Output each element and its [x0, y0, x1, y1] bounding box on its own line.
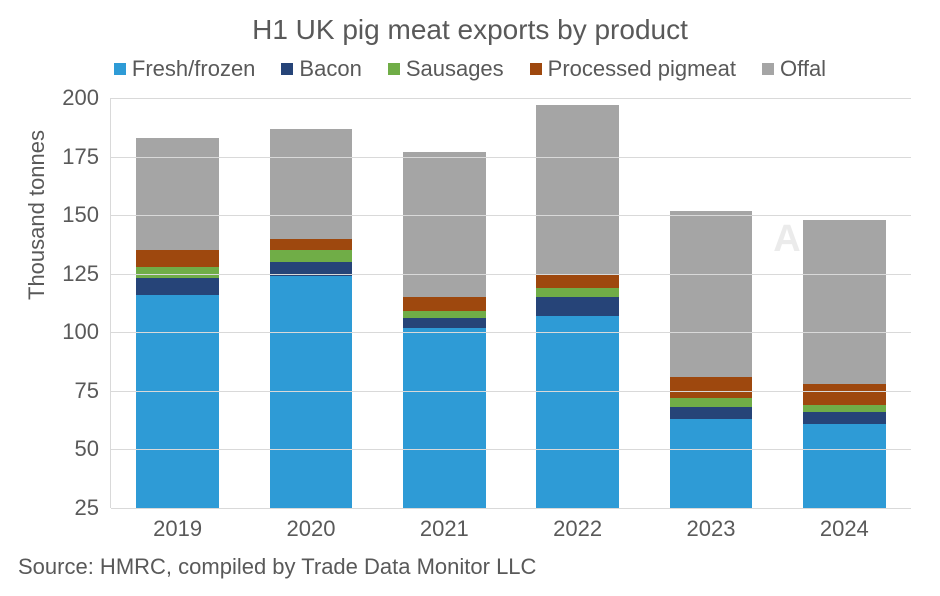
- bar-segment: [536, 274, 619, 288]
- bar: [403, 152, 486, 508]
- bar: [270, 129, 353, 509]
- bar-segment: [270, 239, 353, 251]
- legend-item: Offal: [762, 56, 826, 82]
- bar-segment: [803, 412, 886, 424]
- bar-segment: [670, 377, 753, 398]
- x-tick-label: 2022: [553, 508, 602, 542]
- bar-segment: [670, 398, 753, 407]
- bar-segment: [670, 211, 753, 377]
- bar-segment: [136, 138, 219, 250]
- bar: [136, 138, 219, 508]
- bar-segment: [270, 250, 353, 262]
- bar-segment: [403, 311, 486, 318]
- chart-container: H1 UK pig meat exports by product Fresh/…: [0, 0, 940, 596]
- bar-segment: [536, 297, 619, 316]
- legend-item: Processed pigmeat: [530, 56, 736, 82]
- bars-layer: [111, 98, 911, 508]
- source-text: Source: HMRC, compiled by Trade Data Mon…: [18, 554, 536, 580]
- gridline: [111, 274, 911, 275]
- chart-title: H1 UK pig meat exports by product: [0, 14, 940, 46]
- gridline: [111, 215, 911, 216]
- legend-item: Sausages: [388, 56, 504, 82]
- x-tick-label: 2019: [153, 508, 202, 542]
- legend-swatch: [530, 63, 542, 75]
- gridline: [111, 157, 911, 158]
- gridline: [111, 508, 911, 509]
- bar-segment: [803, 424, 886, 508]
- bar-segment: [270, 129, 353, 239]
- bar-segment: [403, 297, 486, 311]
- legend-swatch: [281, 63, 293, 75]
- legend-item: Fresh/frozen: [114, 56, 256, 82]
- bar-segment: [536, 288, 619, 297]
- bar-segment: [536, 316, 619, 508]
- gridline: [111, 449, 911, 450]
- legend-swatch: [762, 63, 774, 75]
- bar-segment: [403, 328, 486, 508]
- y-tick-label: 75: [75, 378, 111, 404]
- bar-segment: [670, 419, 753, 508]
- y-tick-label: 150: [62, 202, 111, 228]
- legend-item: Bacon: [281, 56, 361, 82]
- x-tick-label: 2021: [420, 508, 469, 542]
- x-tick-label: 2020: [287, 508, 336, 542]
- x-tick-label: 2024: [820, 508, 869, 542]
- bar-segment: [536, 105, 619, 274]
- y-tick-label: 125: [62, 261, 111, 287]
- gridline: [111, 332, 911, 333]
- bar-segment: [136, 267, 219, 279]
- bar-segment: [803, 405, 886, 412]
- legend-label: Processed pigmeat: [548, 56, 736, 82]
- bar: [670, 211, 753, 508]
- bar-segment: [803, 220, 886, 384]
- legend-label: Fresh/frozen: [132, 56, 256, 82]
- legend-label: Sausages: [406, 56, 504, 82]
- legend-swatch: [114, 63, 126, 75]
- x-tick-label: 2023: [687, 508, 736, 542]
- bar-segment: [403, 318, 486, 327]
- bar-segment: [403, 152, 486, 297]
- plot-area: AHDB 25507510012515017520020192020202120…: [110, 98, 911, 508]
- legend: Fresh/frozen Bacon Sausages Processed pigme…: [0, 56, 940, 82]
- bar-segment: [136, 295, 219, 508]
- bar: [803, 220, 886, 508]
- legend-label: Offal: [780, 56, 826, 82]
- y-tick-label: 200: [62, 85, 111, 111]
- y-tick-label: 50: [75, 436, 111, 462]
- bar-segment: [270, 276, 353, 508]
- gridline: [111, 391, 911, 392]
- bar: [536, 105, 619, 508]
- bar-segment: [803, 384, 886, 405]
- legend-label: Bacon: [299, 56, 361, 82]
- bar-segment: [136, 250, 219, 266]
- legend-swatch: [388, 63, 400, 75]
- y-tick-label: 175: [62, 144, 111, 170]
- bar-segment: [670, 407, 753, 419]
- y-axis-label: Thousand tonnes: [24, 130, 50, 300]
- bar-segment: [136, 278, 219, 294]
- y-tick-label: 25: [75, 495, 111, 521]
- y-tick-label: 100: [62, 319, 111, 345]
- gridline: [111, 98, 911, 99]
